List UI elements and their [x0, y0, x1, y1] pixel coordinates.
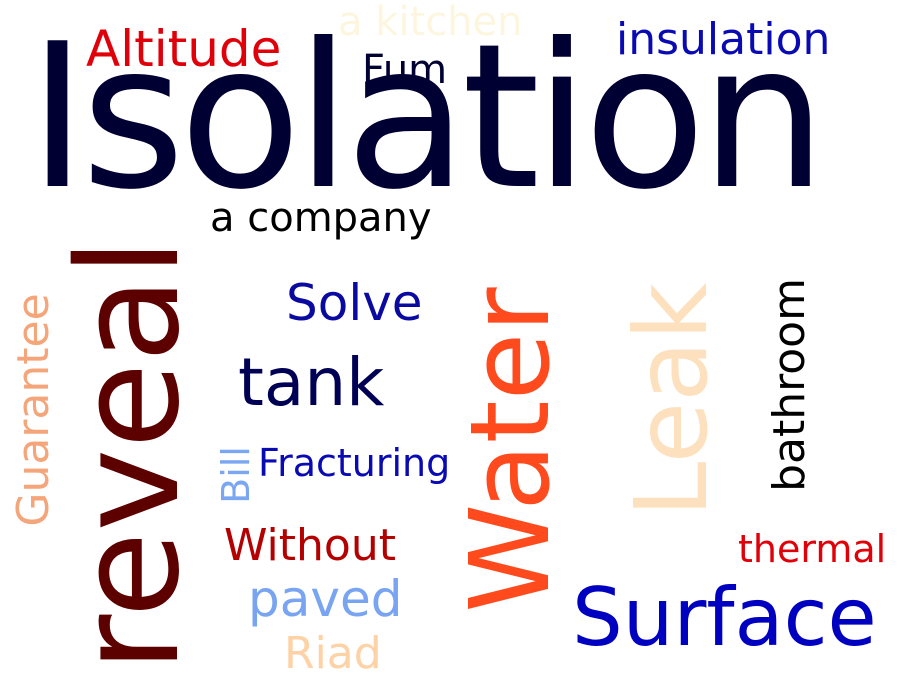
word-fum: Fum — [362, 47, 448, 93]
word-fracturing: Fracturing — [258, 441, 451, 485]
word-leak: Leak — [613, 282, 730, 518]
word-bathroom: bathroom — [764, 278, 815, 492]
word-a-kitchen: a kitchen — [338, 0, 523, 45]
word-altitude: Altitude — [86, 20, 282, 78]
word-without: Without — [224, 520, 396, 571]
word-surface: Surface — [572, 571, 877, 664]
word-a-company: a company — [210, 195, 432, 241]
word-riad: Riad — [284, 628, 382, 679]
word-insulation: insulation — [616, 14, 831, 65]
word-solve: Solve — [286, 274, 423, 332]
word-bill: Bill — [214, 446, 258, 504]
word-guarantee: Guarantee — [8, 293, 59, 527]
word-tank: tank — [238, 344, 385, 421]
word-water: Water — [446, 287, 574, 613]
word-paved: paved — [248, 570, 403, 628]
word-thermal: thermal — [738, 527, 887, 571]
word-isolation: Isolation — [28, 1, 827, 234]
word-reveal: reveal — [48, 237, 211, 673]
